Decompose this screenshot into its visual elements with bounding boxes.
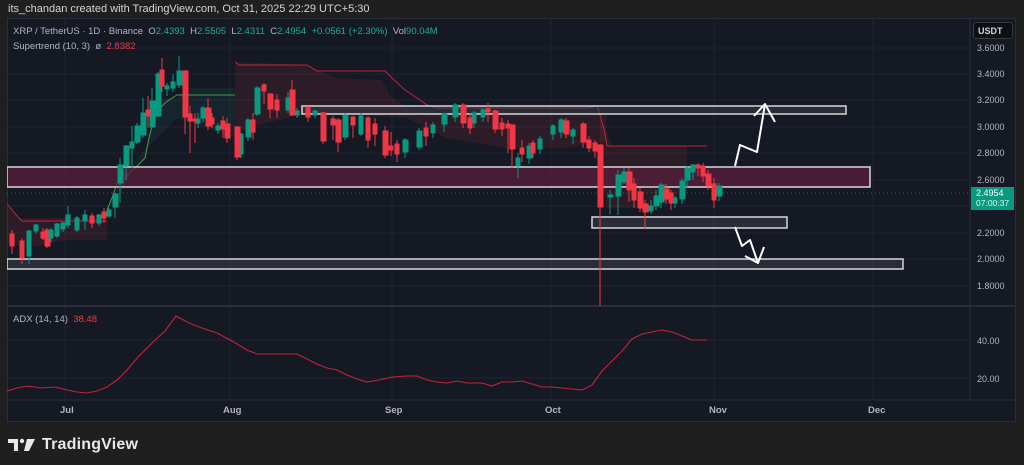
price-chart-canvas[interactable] (7, 18, 1016, 422)
price-tick: 2.8000 (977, 148, 1005, 158)
price-tick: 1.8000 (977, 281, 1005, 291)
tradingview-logo-text: TradingView (42, 436, 139, 453)
adx-legend[interactable]: ADX (14, 14) 38.48 (13, 314, 97, 325)
time-tick: Dec (868, 405, 886, 416)
time-tick: Aug (223, 405, 242, 416)
tradingview-logo: TradingView (8, 436, 138, 454)
time-tick: Jul (60, 405, 74, 416)
price-tick: 2.0000 (977, 254, 1005, 264)
bearish-path-arrow (734, 226, 765, 264)
zone-resistance (7, 166, 871, 188)
high-value: 2.5505 (196, 26, 227, 37)
current-price-tag: 2.4954 07:00:37 (971, 187, 1014, 210)
chart-credit: its_chandan created with TradingView.com… (8, 3, 370, 15)
bar-countdown: 07:00:37 (976, 198, 1010, 208)
adx-tick: 40.00 (977, 336, 1000, 346)
zone-upper (301, 105, 847, 115)
change-value: +0.0561 (+2.30%) (311, 26, 388, 37)
grid (7, 18, 970, 400)
price-tick: 3.4000 (977, 69, 1005, 79)
current-price: 2.4954 (976, 188, 1004, 198)
low-value: 2.4311 (236, 26, 265, 37)
supertrend-bear-fill (7, 62, 687, 248)
tradingview-logo-icon (8, 438, 35, 451)
symbol-title[interactable]: XRP / TetherUS · 1D · Binance (13, 26, 144, 37)
adx-line (7, 315, 707, 394)
time-tick: Nov (709, 405, 727, 416)
symbol-legend[interactable]: XRP / TetherUS · 1D · Binance O2.4393 H2… (13, 26, 438, 37)
price-tick: 3.2000 (977, 95, 1005, 105)
adx-tick: 20.00 (977, 374, 1000, 384)
zone-support-lower (7, 258, 904, 270)
price-tick: 2.6000 (977, 175, 1005, 185)
price-tick: 3.6000 (977, 43, 1005, 53)
volume-value: 90.04M (406, 26, 438, 37)
settings-symbol-icon: ø (95, 41, 102, 52)
price-tick: 3.0000 (977, 122, 1005, 132)
open-value: 2.4393 (155, 26, 185, 37)
time-tick: Oct (545, 405, 561, 416)
supertrend-legend[interactable]: Supertrend (10, 3) ø 2.8382 (13, 41, 136, 52)
close-value: 2.4954 (277, 26, 307, 37)
zone-support-near (591, 216, 788, 229)
currency-button[interactable]: USDT (973, 22, 1013, 39)
candles (9, 56, 723, 306)
supertrend-value: 2.8382 (106, 41, 136, 52)
price-tick: 2.2000 (977, 228, 1005, 238)
bullish-path-arrow (734, 103, 776, 167)
adx-value: 38.48 (73, 314, 97, 325)
time-tick: Sep (385, 405, 403, 416)
